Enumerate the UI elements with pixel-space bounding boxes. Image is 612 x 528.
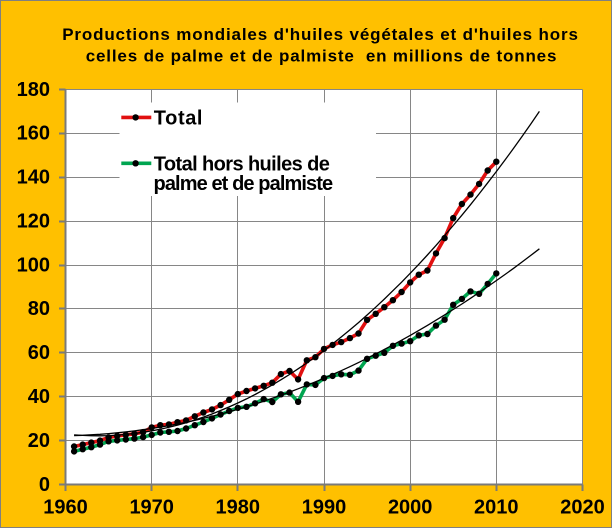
- svg-text:120: 120: [17, 211, 50, 233]
- svg-text:0: 0: [39, 474, 50, 496]
- svg-text:1980: 1980: [216, 497, 261, 519]
- svg-text:40: 40: [28, 386, 50, 408]
- svg-text:100: 100: [17, 254, 50, 276]
- svg-text:20: 20: [28, 430, 50, 452]
- svg-text:Productions mondiales d'huiles: Productions mondiales d'huiles végétales…: [62, 25, 579, 44]
- svg-text:160: 160: [17, 123, 50, 145]
- svg-text:1970: 1970: [129, 497, 174, 519]
- svg-text:80: 80: [28, 298, 50, 320]
- svg-text:celles de palme et de palmiste: celles de palme et de palmiste en millio…: [86, 47, 558, 66]
- svg-text:180: 180: [17, 79, 50, 101]
- svg-text:1990: 1990: [302, 497, 347, 519]
- svg-text:2010: 2010: [474, 497, 519, 519]
- svg-text:1960: 1960: [43, 497, 88, 519]
- svg-text:palme et de palmiste: palme et de palmiste: [154, 173, 334, 195]
- svg-text:Total: Total: [154, 107, 203, 129]
- svg-text:140: 140: [17, 167, 50, 189]
- svg-text:60: 60: [28, 342, 50, 364]
- svg-text:Total hors huiles de: Total hors huiles de: [154, 154, 330, 176]
- svg-text:2020: 2020: [560, 497, 605, 519]
- svg-text:2000: 2000: [388, 497, 433, 519]
